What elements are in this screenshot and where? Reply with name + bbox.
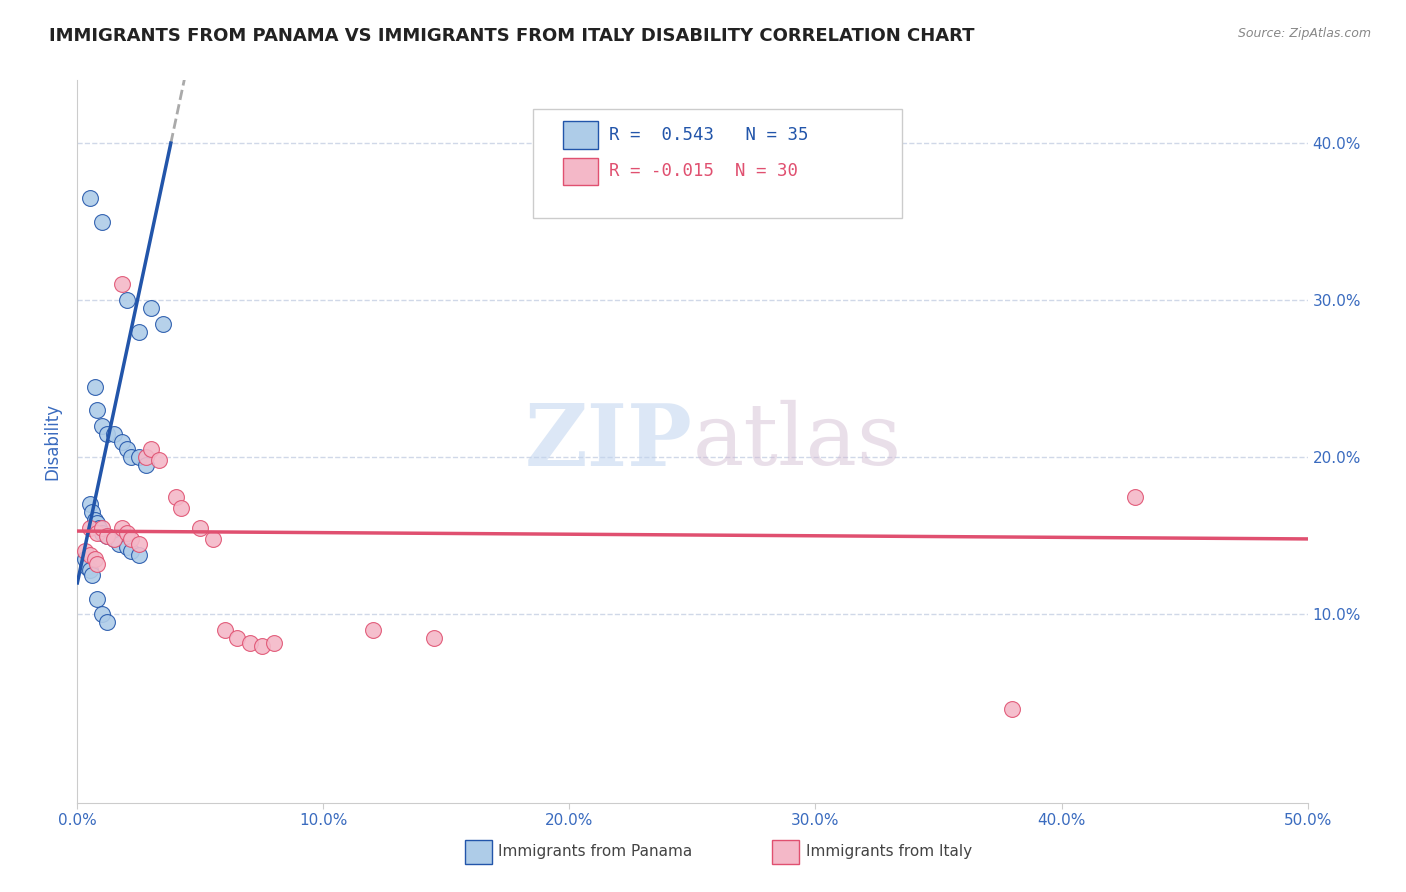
Point bbox=[108, 536, 131, 550]
Point bbox=[86, 516, 108, 531]
Point bbox=[86, 525, 108, 540]
Point bbox=[141, 301, 163, 315]
Point bbox=[148, 453, 170, 467]
Point bbox=[83, 552, 105, 566]
Point bbox=[121, 544, 143, 558]
Point bbox=[188, 521, 212, 535]
Point bbox=[96, 529, 118, 543]
Point bbox=[103, 426, 125, 441]
Point bbox=[83, 513, 105, 527]
Point bbox=[111, 521, 132, 535]
Point bbox=[121, 450, 143, 465]
Point bbox=[115, 293, 138, 308]
Point bbox=[73, 552, 96, 566]
Point bbox=[90, 521, 114, 535]
Point bbox=[76, 560, 98, 574]
Point bbox=[135, 450, 157, 465]
Point bbox=[79, 563, 101, 577]
Text: IMMIGRANTS FROM PANAMA VS IMMIGRANTS FROM ITALY DISABILITY CORRELATION CHART: IMMIGRANTS FROM PANAMA VS IMMIGRANTS FRO… bbox=[49, 27, 974, 45]
FancyBboxPatch shape bbox=[564, 158, 598, 185]
Point bbox=[263, 635, 285, 649]
Point bbox=[152, 317, 174, 331]
Point bbox=[239, 635, 262, 649]
Point bbox=[115, 525, 138, 540]
Point bbox=[201, 532, 224, 546]
Point bbox=[90, 214, 114, 228]
Text: atlas: atlas bbox=[693, 400, 901, 483]
Point bbox=[79, 497, 101, 511]
FancyBboxPatch shape bbox=[772, 840, 800, 864]
Point bbox=[250, 639, 273, 653]
Text: Source: ZipAtlas.com: Source: ZipAtlas.com bbox=[1237, 27, 1371, 40]
Point bbox=[128, 548, 150, 562]
FancyBboxPatch shape bbox=[465, 840, 492, 864]
Point bbox=[96, 529, 118, 543]
Point bbox=[1125, 490, 1147, 504]
Point bbox=[90, 607, 114, 622]
Point bbox=[115, 540, 138, 554]
Text: ZIP: ZIP bbox=[524, 400, 693, 483]
Point bbox=[361, 623, 384, 637]
Point bbox=[86, 557, 108, 571]
FancyBboxPatch shape bbox=[564, 121, 598, 149]
Text: Immigrants from Panama: Immigrants from Panama bbox=[498, 845, 692, 859]
Point bbox=[96, 615, 118, 630]
Point bbox=[86, 403, 108, 417]
Point bbox=[214, 623, 236, 637]
Point bbox=[90, 525, 114, 540]
Point bbox=[79, 548, 101, 562]
Point bbox=[111, 277, 132, 292]
Point bbox=[128, 536, 150, 550]
Text: R =  0.543   N = 35: R = 0.543 N = 35 bbox=[609, 126, 808, 145]
Point bbox=[83, 379, 105, 393]
Point bbox=[128, 325, 150, 339]
Point bbox=[103, 532, 125, 546]
Point bbox=[128, 450, 150, 465]
Text: R = -0.015  N = 30: R = -0.015 N = 30 bbox=[609, 162, 797, 180]
Point bbox=[82, 568, 104, 582]
Y-axis label: Disability: Disability bbox=[44, 403, 62, 480]
Text: Immigrants from Italy: Immigrants from Italy bbox=[806, 845, 972, 859]
Point bbox=[86, 591, 108, 606]
Point bbox=[111, 434, 132, 449]
Point bbox=[103, 532, 125, 546]
Point bbox=[73, 544, 96, 558]
Point bbox=[115, 442, 138, 457]
Point bbox=[79, 191, 101, 205]
Point bbox=[226, 631, 249, 645]
Point bbox=[90, 418, 114, 433]
Point bbox=[79, 521, 101, 535]
Point bbox=[89, 521, 111, 535]
Point bbox=[121, 532, 143, 546]
Point bbox=[170, 500, 193, 515]
Point bbox=[135, 458, 157, 472]
FancyBboxPatch shape bbox=[533, 109, 901, 218]
Point bbox=[82, 505, 104, 519]
Point bbox=[165, 490, 187, 504]
Point bbox=[423, 631, 446, 645]
Point bbox=[96, 426, 118, 441]
Point bbox=[1001, 701, 1024, 715]
Point bbox=[141, 442, 163, 457]
